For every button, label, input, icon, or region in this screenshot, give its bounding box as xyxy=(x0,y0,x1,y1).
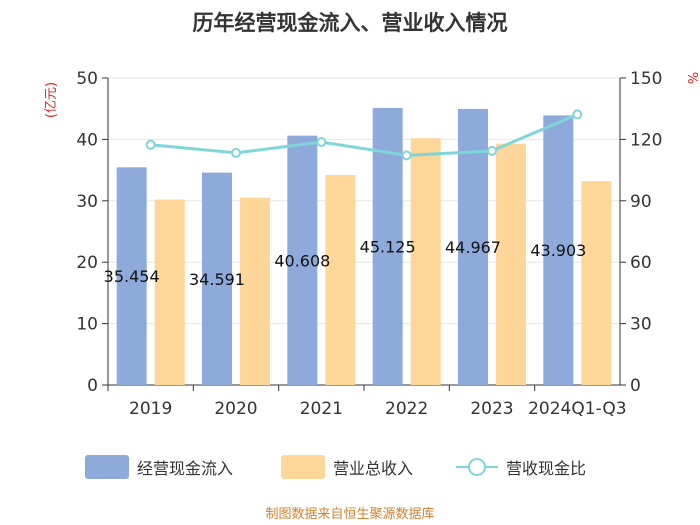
bar-labels: 35.454 34.591 40.608 45.125 44.967 43.903 xyxy=(104,237,587,288)
left-tick-label-30: 30 xyxy=(76,192,98,212)
right-tick-label-90: 90 xyxy=(630,192,652,212)
left-tick-label-0: 0 xyxy=(87,376,98,396)
right-axis-unit: % xyxy=(684,72,699,84)
bar-revenue-2021 xyxy=(325,175,356,385)
bar-cash-inflow-2023 xyxy=(458,108,488,385)
left-tick-label-10: 10 xyxy=(76,315,98,335)
data-label-cash-inflow-2024Q1-Q3: 43.903 xyxy=(530,241,586,260)
source-note: 制图数据来自恒生聚源数据库 xyxy=(265,506,434,522)
bar-revenue-2023 xyxy=(496,143,526,385)
ratio-point-2020 xyxy=(231,147,241,158)
bars xyxy=(116,107,612,386)
ratio-line-path xyxy=(150,113,578,157)
data-label-cash-inflow-2019: 35.454 xyxy=(104,267,160,286)
axes xyxy=(102,77,626,391)
x-tick-label-2019: 2019 xyxy=(129,399,172,419)
legend-swatch-revenue xyxy=(281,455,325,479)
right-tick-label-150: 150 xyxy=(630,69,662,89)
ratio-point-2022 xyxy=(401,150,412,161)
bar-cash-inflow-2019 xyxy=(116,167,147,385)
x-tick-label-2020: 2020 xyxy=(214,399,257,419)
x-tick-label-2023: 2023 xyxy=(470,399,513,419)
legend: 经营现金流入 营业总收入 营收现金比 xyxy=(85,455,586,479)
bar-revenue-2019 xyxy=(154,199,185,385)
legend-marker-ratio xyxy=(468,458,486,476)
x-tick-label-2024Q1-Q3: 2024Q1-Q3 xyxy=(528,399,626,419)
data-label-cash-inflow-2022: 45.125 xyxy=(360,237,416,256)
legend-label-revenue: 营业总收入 xyxy=(333,459,413,478)
chart-title: 历年经营现金流入、营业收入情况 xyxy=(193,11,508,35)
bar-revenue-2024Q1-Q3 xyxy=(581,181,612,385)
bar-cash-inflow-2020 xyxy=(202,172,232,385)
ratio-point-2023 xyxy=(487,145,497,156)
left-axis-unit: (亿元) xyxy=(44,82,59,118)
right-tick-label-120: 120 xyxy=(630,130,662,150)
ratio-point-2021 xyxy=(316,137,327,148)
data-label-cash-inflow-2020: 34.591 xyxy=(189,270,245,289)
right-tick-label-60: 60 xyxy=(630,253,652,273)
left-tick-label-40: 40 xyxy=(76,130,98,150)
bar-revenue-2020 xyxy=(240,197,270,385)
right-tick-label-0: 0 xyxy=(630,376,641,396)
ratio-line xyxy=(145,109,583,161)
gridlines xyxy=(108,77,620,325)
tick-labels: 0 10 20 30 40 50 0 30 60 90 120 150 2019 2020 2021 2022… xyxy=(76,69,662,419)
legend-label-cash-inflow: 经营现金流入 xyxy=(137,459,233,478)
x-tick-label-2022: 2022 xyxy=(385,399,428,419)
ratio-point-2024Q1-Q3 xyxy=(572,109,583,120)
x-tick-label-2021: 2021 xyxy=(300,399,343,419)
data-label-cash-inflow-2023: 44.967 xyxy=(445,238,501,257)
ratio-point-2019 xyxy=(145,139,156,150)
left-tick-label-20: 20 xyxy=(76,253,98,273)
legend-swatch-cash-inflow xyxy=(85,455,129,479)
bar-cash-inflow-2021 xyxy=(287,135,318,385)
left-tick-label-50: 50 xyxy=(76,69,98,89)
right-tick-label-30: 30 xyxy=(630,315,652,335)
bar-cash-inflow-2024Q1-Q3 xyxy=(543,115,574,385)
data-label-cash-inflow-2021: 40.608 xyxy=(274,251,330,270)
legend-label-ratio: 营收现金比 xyxy=(506,459,586,478)
bar-revenue-2022 xyxy=(410,138,441,385)
